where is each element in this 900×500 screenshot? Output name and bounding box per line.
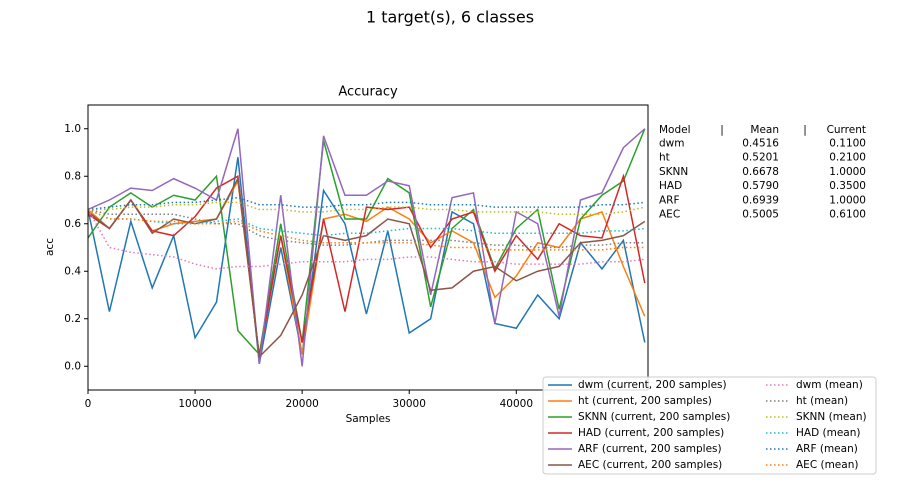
table-cell: 0.3500 <box>829 180 866 192</box>
chart-title: Accuracy <box>338 85 398 100</box>
table-cell: 0.4516 <box>742 138 779 150</box>
series-line <box>88 128 646 357</box>
table-header: Model <box>659 124 691 136</box>
table-cell: 1.0000 <box>829 194 866 206</box>
series-line <box>88 128 646 367</box>
table-cell: SKNN <box>659 166 688 178</box>
y-tick-label: 0.0 <box>64 360 81 372</box>
x-tick-label: 20000 <box>285 398 318 410</box>
legend-label: dwm (current, 200 samples) <box>578 379 727 391</box>
y-axis-label: acc <box>44 238 56 256</box>
table-cell: ARF <box>659 194 680 206</box>
table-separator: | <box>803 124 807 136</box>
legend-label: HAD (current, 200 samples) <box>578 427 724 439</box>
legend-label: dwm (mean) <box>796 379 863 391</box>
table-header: Mean <box>750 124 779 136</box>
series-line <box>88 196 645 211</box>
series-line <box>88 209 645 270</box>
table-cell: ht <box>659 152 670 164</box>
table-cell: 0.5201 <box>742 152 779 164</box>
table-cell: 0.2100 <box>829 152 866 164</box>
legend-label: AEC (current, 200 samples) <box>578 459 722 471</box>
y-tick-label: 0.4 <box>64 265 81 277</box>
legend-label: AEC (mean) <box>796 459 858 471</box>
table-cell: 0.6678 <box>742 166 779 178</box>
legend-label: SKNN (mean) <box>796 411 867 423</box>
legend-label: ARF (mean) <box>796 443 858 455</box>
table-cell: 0.6100 <box>829 209 866 221</box>
series-line <box>88 201 645 215</box>
table-cell: 0.1100 <box>829 138 866 150</box>
plot-lines <box>88 128 646 367</box>
table-cell: AEC <box>659 209 680 221</box>
series-line <box>88 176 646 359</box>
series-line <box>88 178 646 357</box>
x-tick-label: 10000 <box>178 398 211 410</box>
x-axis-label: Samples <box>346 413 391 425</box>
table-cell: 0.6939 <box>742 194 779 206</box>
legend-box <box>542 376 877 475</box>
series-line <box>88 208 645 237</box>
table-separator: | <box>720 124 724 136</box>
legend-label: ARF (current, 200 samples) <box>578 443 722 455</box>
table-cell: HAD <box>659 180 682 192</box>
series-line <box>88 157 646 365</box>
table-header: Current <box>827 124 866 136</box>
legend-label: SKNN (current, 200 samples) <box>578 411 730 423</box>
x-tick-label: 0 <box>85 398 92 410</box>
x-tick-label: 40000 <box>500 398 533 410</box>
y-tick-label: 1.0 <box>64 123 81 135</box>
y-tick-label: 0.6 <box>64 218 81 230</box>
series-line <box>88 208 645 249</box>
table-cell: dwm <box>659 138 684 150</box>
table-cell: 1.0000 <box>829 166 866 178</box>
plot-frame <box>87 104 649 391</box>
x-tick-label: 30000 <box>393 398 426 410</box>
legend-label: ht (current, 200 samples) <box>578 395 712 407</box>
table-cell: 0.5005 <box>742 209 779 221</box>
y-tick-label: 0.2 <box>64 313 81 325</box>
chart-suptitle: 1 target(s), 6 classes <box>366 8 534 27</box>
y-tick-label: 0.8 <box>64 170 81 182</box>
table-cell: 0.5790 <box>742 180 779 192</box>
legend-label: ht (mean) <box>796 395 848 407</box>
legend: dwm (current, 200 samples) ht (current, 2… <box>542 376 877 475</box>
stats-table: Model Mean Current | | dwm 0.4516 0.1100 ht 0.520… <box>659 124 866 221</box>
legend-label: HAD (mean) <box>796 427 860 439</box>
series-line <box>88 173 646 357</box>
